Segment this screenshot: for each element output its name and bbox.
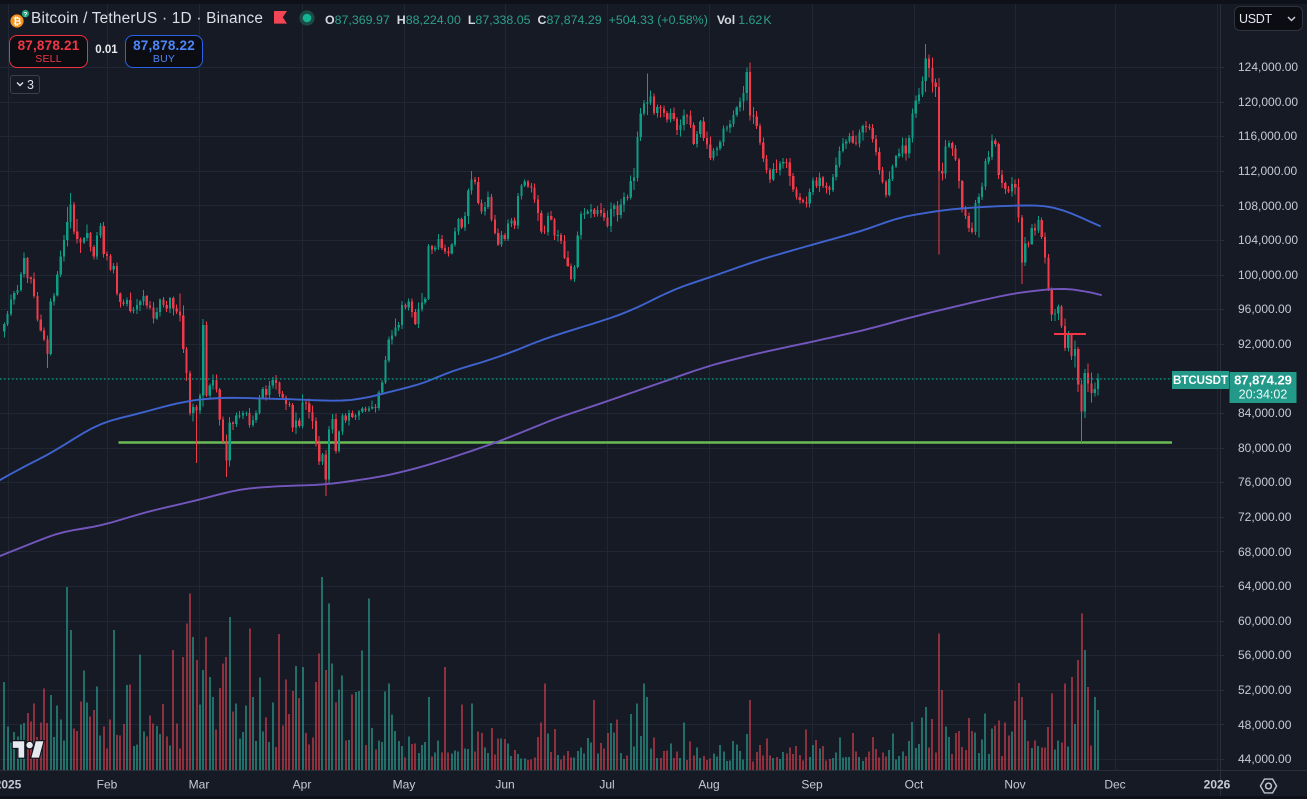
svg-text:2026: 2026 <box>1204 778 1231 792</box>
svg-text:₿: ₿ <box>13 15 21 27</box>
svg-text:108,000.00: 108,000.00 <box>1238 199 1298 213</box>
svg-text:76,000.00: 76,000.00 <box>1238 475 1292 489</box>
svg-text:112,000.00: 112,000.00 <box>1238 164 1297 178</box>
svg-text:64,000.00: 64,000.00 <box>1238 579 1292 593</box>
svg-text:Jul: Jul <box>599 778 614 792</box>
svg-text:2025: 2025 <box>0 778 22 792</box>
svg-text:56,000.00: 56,000.00 <box>1238 648 1292 662</box>
svg-text:20:34:02: 20:34:02 <box>1239 388 1288 402</box>
svg-text:Dec: Dec <box>1104 778 1125 792</box>
svg-text:BTCUSDT: BTCUSDT <box>1173 375 1228 387</box>
svg-text:72,000.00: 72,000.00 <box>1238 510 1292 524</box>
svg-text:Sep: Sep <box>801 778 823 792</box>
svg-text:84,000.00: 84,000.00 <box>1238 406 1292 420</box>
svg-text:124,000.00: 124,000.00 <box>1238 60 1298 74</box>
svg-text:Apr: Apr <box>293 778 312 792</box>
svg-text:Aug: Aug <box>698 778 719 792</box>
svg-text:120,000.00: 120,000.00 <box>1238 95 1298 109</box>
svg-text:80,000.00: 80,000.00 <box>1238 441 1292 455</box>
svg-text:Mar: Mar <box>189 778 210 792</box>
svg-text:92,000.00: 92,000.00 <box>1238 337 1292 351</box>
svg-text:Oct: Oct <box>905 778 924 792</box>
svg-text:116,000.00: 116,000.00 <box>1238 129 1297 143</box>
svg-text:44,000.00: 44,000.00 <box>1238 752 1292 766</box>
svg-text:100,000.00: 100,000.00 <box>1238 268 1298 282</box>
svg-text:52,000.00: 52,000.00 <box>1238 683 1292 697</box>
svg-text:48,000.00: 48,000.00 <box>1238 718 1292 732</box>
svg-text:68,000.00: 68,000.00 <box>1238 545 1292 559</box>
svg-text:Nov: Nov <box>1004 778 1025 792</box>
svg-text:Jun: Jun <box>495 778 514 792</box>
svg-text:May: May <box>393 778 416 792</box>
svg-text:Feb: Feb <box>97 778 118 792</box>
svg-text:96,000.00: 96,000.00 <box>1238 302 1292 316</box>
svg-text:104,000.00: 104,000.00 <box>1238 233 1298 247</box>
svg-text:?: ? <box>23 11 27 18</box>
svg-text:87,874.29: 87,874.29 <box>1234 373 1292 388</box>
svg-text:60,000.00: 60,000.00 <box>1238 614 1292 628</box>
